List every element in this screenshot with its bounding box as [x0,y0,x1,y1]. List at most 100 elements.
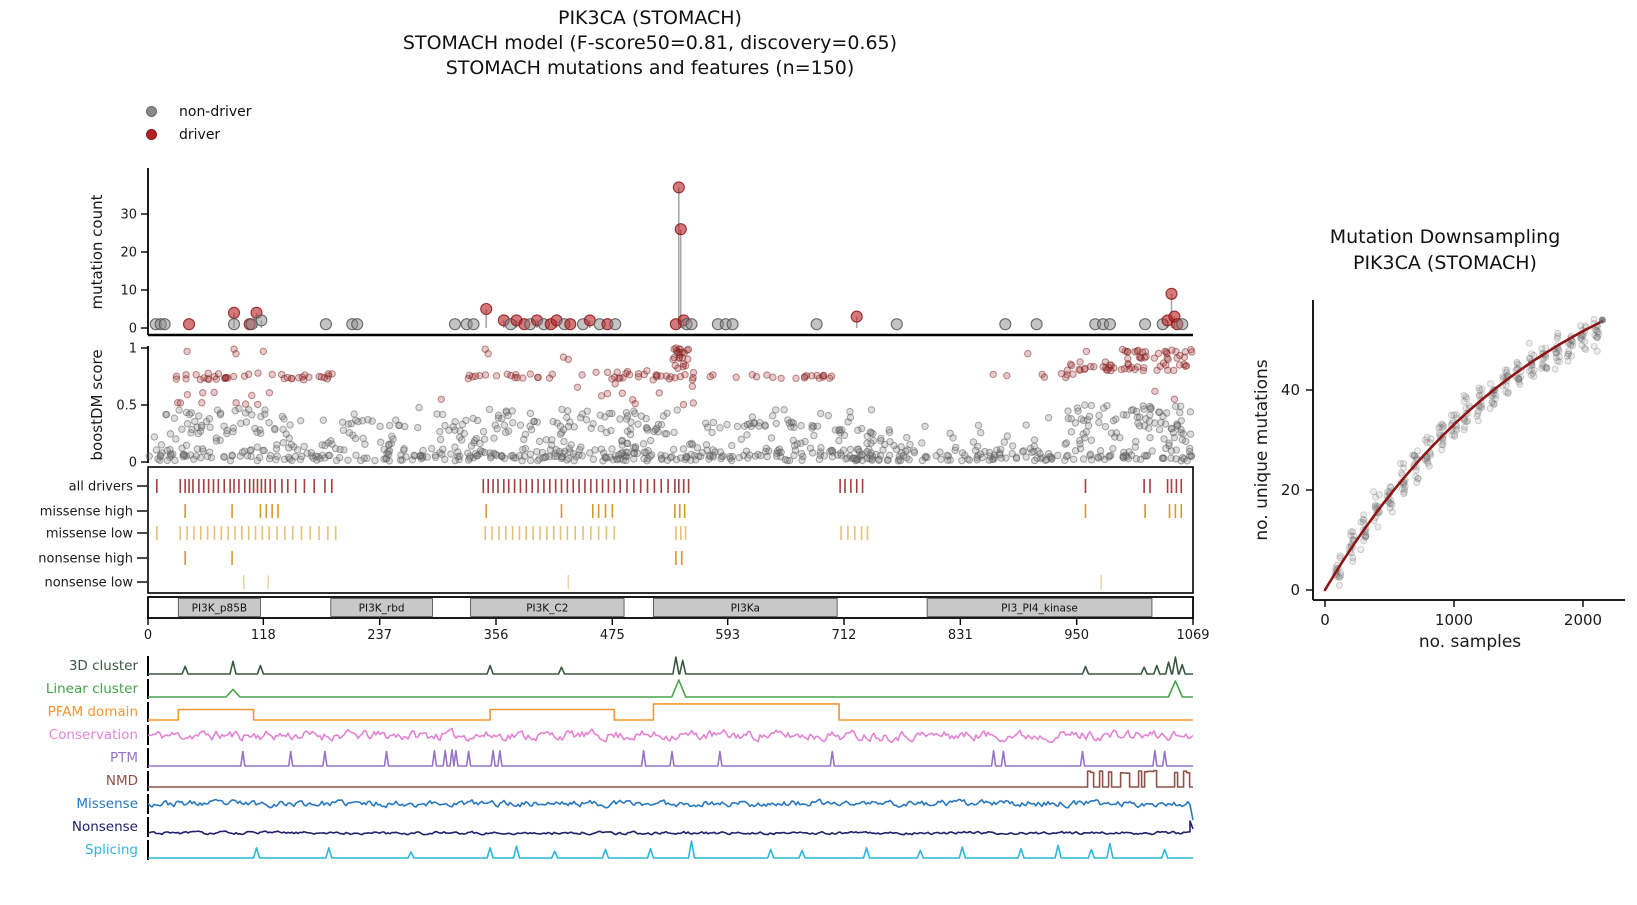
rug-tick [1180,479,1183,493]
rug-tick [276,526,278,540]
boostdm-nondriver-dot [1176,408,1184,417]
downsampling-dot [1388,501,1396,509]
boostdm-nondriver-dot [946,429,954,437]
rug-tick [683,504,686,518]
rug-tick [646,479,649,493]
boostdm-nondriver-dot [361,440,369,448]
rug-tick [265,504,268,518]
downsampling-dot [1538,364,1546,372]
boostdm-nondriver-dot [548,441,556,449]
boostdm-nondriver-dot [479,427,488,436]
boostdm-nondriver-dot [344,456,352,464]
boostdm-driver-dot [519,374,527,382]
boostdm-nondriver-dot [376,438,385,446]
downsampling-dot [1360,511,1368,519]
downsampling-dot [1515,361,1523,369]
boostdm-nondriver-dot [486,449,494,457]
downsampling-dot [1410,452,1418,459]
downsampling-dot [1386,504,1394,512]
non-driver-point [1030,318,1043,331]
driver-point [183,318,196,331]
boostdm-driver-dot [1163,366,1172,374]
boostdm-nondriver-dot [761,421,769,429]
boostdm-nondriver-dot [702,419,710,427]
downsampling-dot [1564,357,1572,365]
downsampling-dot [1567,340,1575,348]
boostdm-driver-dot [248,391,256,400]
boostdm-driver-dot [689,373,697,382]
boostdm-nondriver-dot [587,424,595,432]
boostdm-nondriver-dot [198,445,207,453]
boostdm-nondriver-dot [846,407,854,416]
rug-tick [847,526,849,540]
downsampling-dot [1515,374,1523,382]
downsampling-dot [1581,338,1589,345]
rug-tick [546,526,548,540]
boostdm-nondriver-dot [896,456,905,465]
boostdm-nondriver-dot [1087,436,1096,444]
downsampling-dot [1413,479,1421,486]
downsampling-dot [1414,474,1422,482]
rug-tick [485,504,488,518]
boostdm-driver-dot [198,399,206,407]
rug-tick [674,479,676,493]
rug-tick [199,526,202,540]
boostdm-nondriver-dot [599,449,608,457]
boostdm-nondriver-dot [1186,408,1195,416]
boostdm-nondriver-dot [150,433,159,441]
boostdm-driver-dot [1180,353,1189,361]
boostdm-driver-dot [1024,350,1032,358]
boostdm-nondriver-dot [745,420,754,428]
boostdm-nondriver-dot [575,451,583,459]
downsampling-dot [1543,363,1551,371]
boostdm-nondriver-dot [835,436,843,445]
boostdm-driver-dot [1170,395,1179,403]
rug-tick [1084,479,1087,493]
downsampling-dot [1526,354,1534,362]
boostdm-nondriver-dot [1109,444,1117,453]
protein-xtick-label: 0 [144,628,152,643]
downsampling-dot [1475,384,1483,392]
boostdm-nondriver-dot [662,430,671,438]
feature-row-spine [147,656,149,676]
boostdm-nondriver-dot [783,456,791,465]
downsampling-dot [1409,451,1416,459]
boostdm-nondriver-dot [549,417,557,426]
boostdm-nondriver-dot [624,448,632,457]
rug-tick [619,479,621,493]
feature-row-label: PTM [110,750,138,766]
boostdm-nondriver-dot [698,448,706,457]
boostdm-nondriver-dot [1182,437,1190,445]
downsampling-dot [1400,464,1407,472]
boostdm-nondriver-dot [1044,450,1053,458]
rug-tick [839,479,841,493]
boostdm-nondriver-dot [480,448,489,457]
downsampling-dot [1551,365,1559,373]
rug-tick [234,526,236,540]
downsampling-dot [1398,485,1406,493]
boostdm-nondriver-dot [602,428,611,437]
boostdm-nondriver-dot [790,442,799,450]
rug-tick [525,526,528,540]
boostdm-nondriver-dot [542,436,551,444]
boostdm-nondriver-dot [1008,449,1016,458]
boostdm-nondriver-dot [937,455,945,463]
boostdm-nondriver-dot [921,422,929,430]
boostdm-driver-dot [492,372,501,380]
feature-row-spine [147,840,149,860]
downsampling-dot [1530,372,1538,380]
boostdm-nondriver-dot [877,434,885,443]
downsampling-dot [1515,378,1523,386]
boostdm-nondriver-dot [863,432,872,440]
downsampling-dot [1552,349,1560,357]
rug-tick [601,479,604,493]
non-driver-point [319,318,332,331]
boostdm-driver-dot [1187,345,1195,354]
boostdm-driver-dot [808,372,816,380]
boostdm-driver-dot [655,389,664,397]
boostdm-nondriver-dot [202,417,211,426]
downsampling-dot [1424,459,1432,467]
downsampling-dot [1401,486,1408,493]
boostdm-nondriver-dot [287,440,296,449]
boostdm-nondriver-dot [670,428,678,437]
